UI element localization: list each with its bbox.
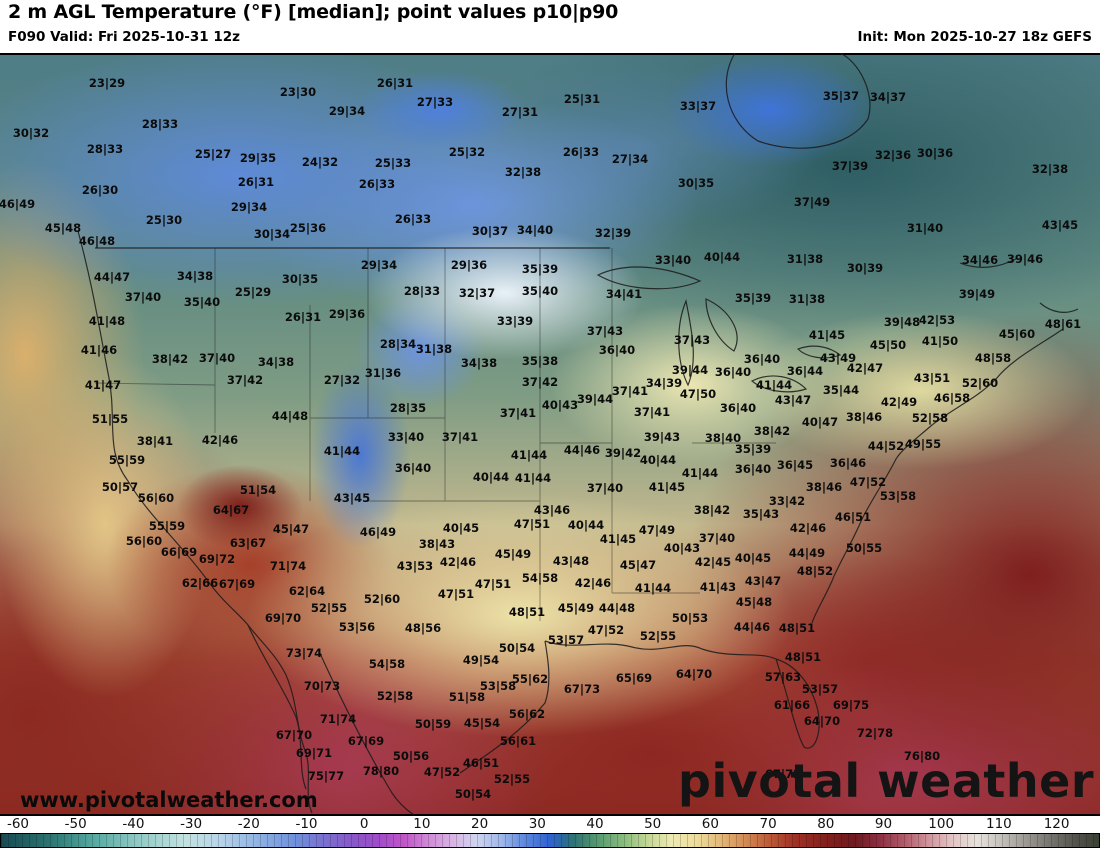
colorbar-tick-label: 10 (413, 816, 431, 832)
map-title: 2 m AGL Temperature (°F) [median]; point… (8, 1, 619, 23)
colorbar-tick-label: 30 (528, 816, 546, 832)
watermark-logo: pivotal weather (678, 754, 1094, 808)
map-canvas[interactable] (0, 53, 1100, 816)
header-subrow: F090 Valid: Fri 2025-10-31 12z Init: Mon… (8, 29, 1092, 49)
init-time-label: Init: Mon 2025-10-27 18z GEFS (857, 29, 1092, 45)
colorbar: -60 -50 -40 -30 -20 -10 0 10 20 30 40 50 60 70 80 90 100… (0, 816, 1100, 850)
colorbar-tick-label: -20 (237, 816, 260, 832)
colorbar-tick-label: 100 (928, 816, 955, 832)
colorbar-tick-label: 90 (874, 816, 893, 832)
colorbar-tick-label: 60 (701, 816, 719, 832)
colorbar-tick-label: -10 (295, 816, 318, 832)
colorbar-tick-label: -30 (180, 816, 203, 832)
colorbar-gradient (0, 833, 1100, 848)
colorbar-tick-label: -40 (122, 816, 145, 832)
colorbar-tick-label: -60 (6, 816, 30, 832)
watermark-url: www.pivotalweather.com (20, 788, 318, 812)
colorbar-tick-label: 40 (586, 816, 604, 832)
colorbar-tick-label: -50 (64, 816, 87, 832)
colorbar-tick-label: 0 (359, 816, 369, 832)
colorbar-ticks: -60 -50 -40 -30 -20 -10 0 10 20 30 40 50 60 70 80 90 100… (0, 816, 1100, 832)
colorbar-tick-label: 80 (817, 816, 835, 832)
colorbar-tick-label: 70 (759, 816, 777, 832)
colorbar-tick-label: 120 (1043, 816, 1070, 832)
valid-time-label: F090 Valid: Fri 2025-10-31 12z (8, 29, 240, 45)
colorbar-tick-label: 20 (471, 816, 489, 832)
map-header: 2 m AGL Temperature (°F) [median]; point… (0, 0, 1100, 53)
colorbar-tick-label: 50 (644, 816, 662, 832)
colorbar-tick-label: 110 (986, 816, 1012, 832)
